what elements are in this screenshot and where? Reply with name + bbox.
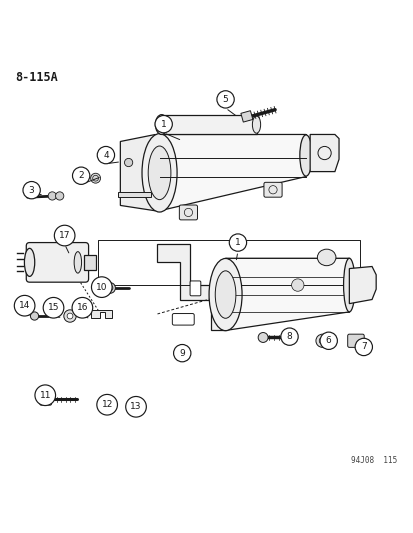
Polygon shape [90, 310, 112, 318]
Text: 14: 14 [19, 301, 30, 310]
Ellipse shape [24, 248, 35, 277]
Circle shape [154, 116, 172, 133]
Circle shape [72, 167, 90, 184]
Text: 15: 15 [47, 303, 59, 312]
Circle shape [90, 173, 100, 183]
Circle shape [104, 282, 115, 293]
Circle shape [280, 328, 297, 345]
Circle shape [229, 234, 246, 251]
Circle shape [43, 297, 64, 318]
Circle shape [72, 297, 93, 318]
Text: 8: 8 [286, 332, 292, 341]
FancyBboxPatch shape [26, 243, 88, 282]
Text: 7: 7 [360, 343, 366, 351]
Text: 4: 4 [103, 151, 109, 159]
Text: 1: 1 [235, 238, 240, 247]
Text: 94J08  115: 94J08 115 [350, 456, 396, 465]
Text: 6: 6 [325, 336, 331, 345]
Circle shape [315, 334, 328, 348]
Circle shape [55, 192, 64, 200]
Text: 11: 11 [39, 391, 51, 400]
Circle shape [64, 310, 76, 322]
Circle shape [91, 277, 112, 297]
Polygon shape [225, 259, 349, 330]
FancyBboxPatch shape [263, 182, 281, 197]
Ellipse shape [142, 134, 177, 212]
FancyBboxPatch shape [40, 393, 51, 405]
Circle shape [30, 312, 38, 320]
Circle shape [173, 344, 190, 362]
Ellipse shape [209, 259, 242, 330]
Polygon shape [157, 244, 225, 330]
Ellipse shape [299, 135, 311, 176]
Polygon shape [159, 134, 305, 211]
Circle shape [318, 337, 325, 344]
Circle shape [23, 182, 40, 199]
Circle shape [354, 338, 372, 356]
Text: 13: 13 [130, 402, 141, 411]
Text: 9: 9 [179, 349, 185, 358]
Text: 17: 17 [59, 231, 70, 240]
FancyBboxPatch shape [347, 334, 363, 348]
Ellipse shape [317, 249, 335, 265]
Circle shape [97, 147, 114, 164]
Text: 5: 5 [222, 95, 228, 104]
Ellipse shape [252, 116, 260, 133]
Polygon shape [161, 115, 256, 134]
FancyBboxPatch shape [84, 255, 96, 270]
Circle shape [102, 399, 109, 406]
Circle shape [131, 403, 136, 408]
Text: 12: 12 [101, 400, 113, 409]
Ellipse shape [215, 271, 235, 318]
Polygon shape [349, 266, 375, 304]
Circle shape [319, 332, 337, 350]
Circle shape [14, 295, 35, 316]
Text: 8-115A: 8-115A [15, 70, 58, 84]
Polygon shape [309, 134, 338, 172]
Circle shape [35, 385, 55, 406]
Text: 2: 2 [78, 171, 84, 180]
Ellipse shape [74, 252, 81, 273]
Circle shape [291, 279, 303, 291]
FancyBboxPatch shape [179, 205, 197, 220]
Circle shape [99, 396, 112, 409]
Circle shape [67, 313, 73, 319]
Circle shape [126, 397, 146, 417]
Ellipse shape [148, 146, 171, 200]
Circle shape [48, 192, 56, 200]
Polygon shape [120, 134, 155, 211]
Circle shape [124, 158, 133, 167]
Text: 1: 1 [160, 119, 166, 128]
Circle shape [54, 225, 75, 246]
Bar [240, 111, 252, 122]
Ellipse shape [343, 259, 354, 312]
Text: 10: 10 [96, 282, 107, 292]
Circle shape [128, 400, 139, 411]
Circle shape [97, 394, 117, 415]
Text: 16: 16 [76, 303, 88, 312]
Ellipse shape [155, 115, 167, 134]
FancyBboxPatch shape [172, 313, 194, 325]
Text: 3: 3 [28, 185, 34, 195]
Circle shape [258, 333, 268, 342]
Polygon shape [118, 192, 151, 197]
Circle shape [216, 91, 234, 108]
FancyBboxPatch shape [190, 281, 200, 296]
